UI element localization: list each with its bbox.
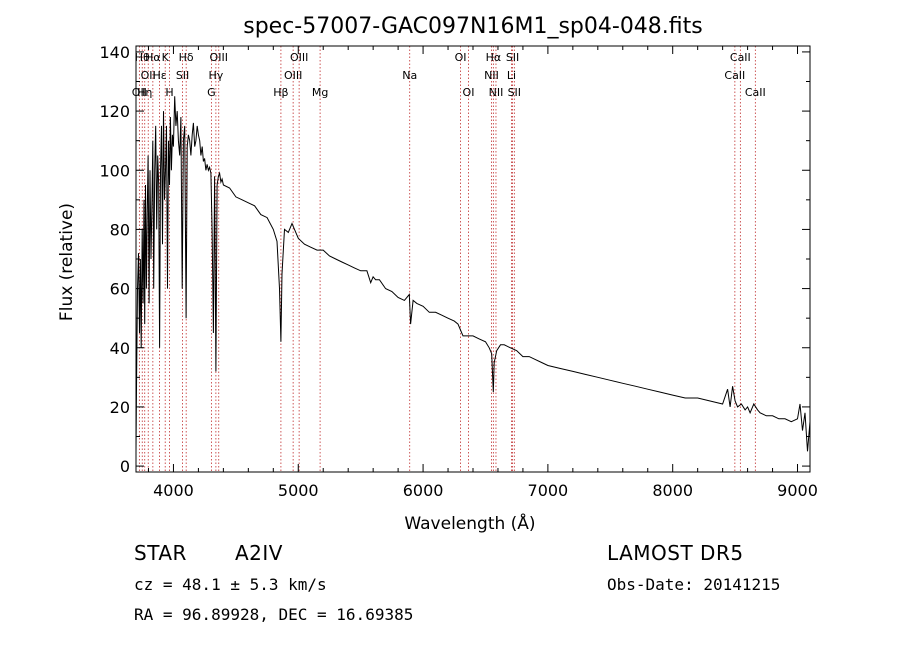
line-label-25: SII (508, 86, 521, 99)
x-tick-label: 5000 (278, 481, 319, 500)
line-label-9: Hδ (179, 51, 194, 64)
spectral-line-markers (138, 46, 756, 472)
line-label-3: OII (141, 69, 156, 82)
line-label-15: OIII (290, 51, 308, 64)
y-tick-label: 40 (110, 339, 130, 358)
object-class: STAR (134, 541, 187, 565)
x-tick-label: 9000 (777, 481, 818, 500)
line-label-18: OI (455, 51, 467, 64)
observation-date: Obs-Date: 20141215 (607, 575, 781, 594)
line-label-16: Mg (312, 86, 328, 99)
line-label-21: Hα (486, 51, 502, 64)
line-label-27: CaII (730, 51, 751, 64)
object-subclass: A2IV (235, 541, 283, 565)
coordinates: RA = 96.89928, DEC = 16.69385 (134, 605, 414, 624)
y-tick-label: 20 (110, 398, 130, 417)
x-tick-label: 6000 (403, 481, 444, 500)
x-axis-label: Wavelength (Å) (404, 512, 535, 534)
line-label-20: NII (484, 69, 499, 82)
chart-title: spec-57007-GAC097N16M1_sp04-048.fits (243, 14, 703, 39)
line-label-24: SII (506, 51, 519, 64)
line-label-13: Hβ (273, 86, 288, 99)
x-tick-label: 8000 (652, 481, 693, 500)
y-tick-label: 80 (110, 220, 130, 239)
line-label-5: Hε (152, 69, 166, 82)
spectrum-line (135, 96, 811, 452)
line-label-10: G (207, 86, 216, 99)
line-label-28: CaII (745, 86, 766, 99)
plot-frame (135, 45, 811, 473)
x-tick-label: 4000 (153, 481, 194, 500)
line-label-11: Hγ (208, 69, 223, 82)
redshift-cz: cz = 48.1 ± 5.3 km/s (134, 575, 327, 594)
line-label-6: K (162, 51, 170, 64)
survey-name: LAMOST DR5 (607, 541, 744, 565)
y-tick-label: 100 (99, 161, 130, 180)
line-label-23: Li (507, 69, 516, 82)
line-label-14: OIII (284, 69, 302, 82)
y-tick-label: 60 (110, 280, 130, 299)
line-label-2: Hη (137, 86, 152, 99)
spectral-line-labels: OIIHθHηOIIHαHεKHSIIHδGHγOIIIHβOIIIOIIIMg… (132, 51, 766, 99)
y-axis-label: Flux (relative) (57, 203, 77, 321)
y-tick-label: 0 (120, 457, 130, 476)
x-axis-ticks: 4000 5000 6000 7000 8000 9000 (147, 46, 818, 500)
line-label-19: OI (463, 86, 475, 99)
y-tick-label: 140 (99, 43, 130, 62)
line-label-12: OIII (210, 51, 228, 64)
line-label-17: Na (402, 69, 417, 82)
line-label-22: NII (489, 86, 504, 99)
line-label-4: Hα (145, 51, 161, 64)
line-label-1: Hθ (135, 51, 150, 64)
line-label-7: H (165, 86, 173, 99)
line-label-26: CaII (724, 69, 745, 82)
y-tick-label: 120 (99, 102, 130, 121)
line-label-8: SII (176, 69, 189, 82)
y-axis-ticks: 0 20 40 60 80 100 120 140 (99, 43, 810, 476)
x-tick-label: 7000 (528, 481, 569, 500)
